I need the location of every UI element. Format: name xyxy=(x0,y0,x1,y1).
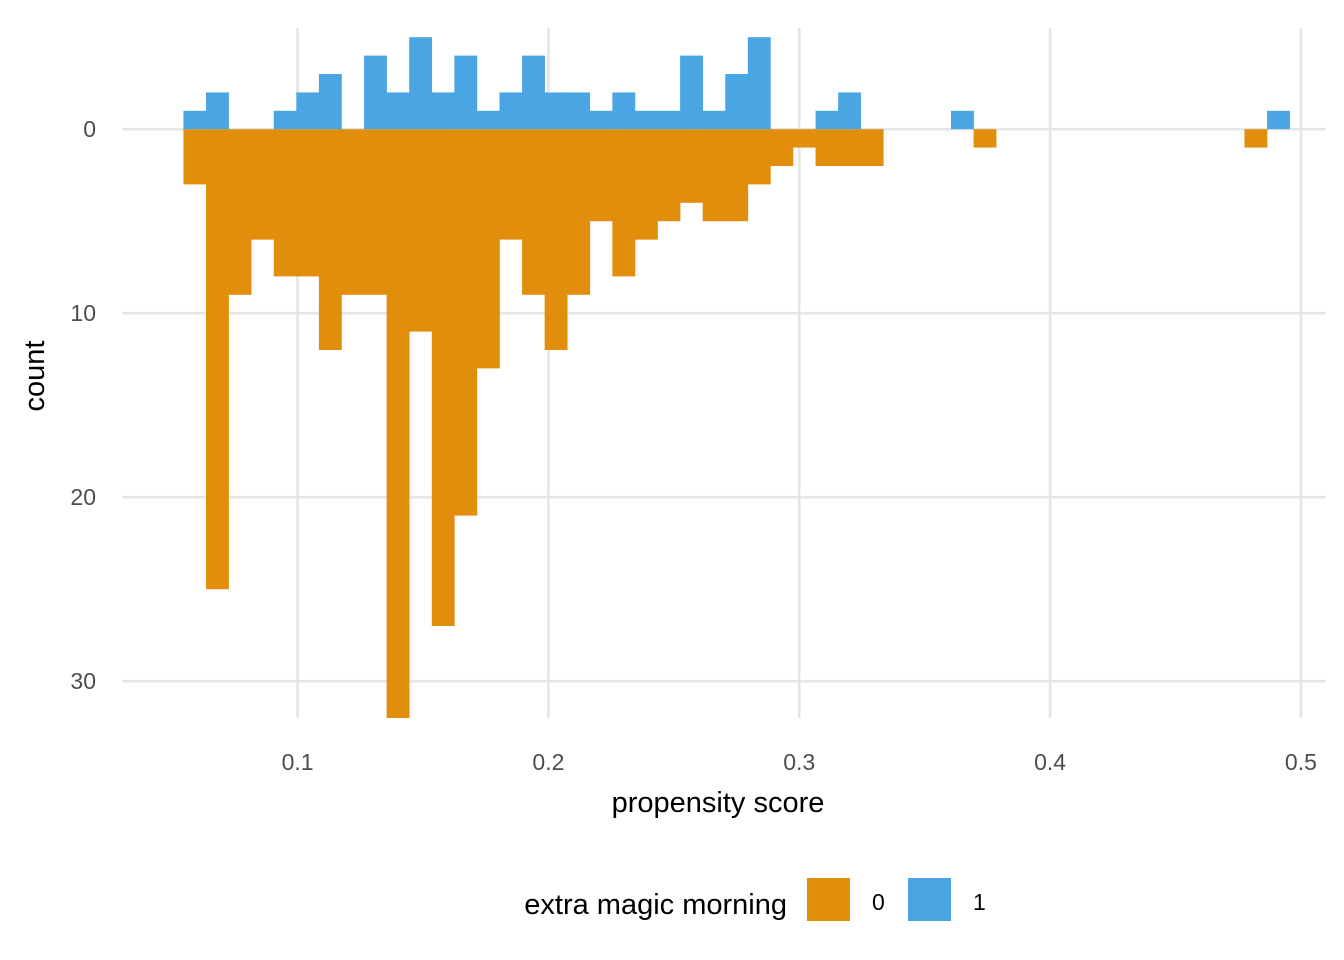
bar-series-0 xyxy=(341,129,365,295)
bar-series-1 xyxy=(206,92,229,130)
legend-title: extra magic morning xyxy=(524,889,787,921)
x-tick-label: 0.3 xyxy=(783,749,815,775)
bar-series-1 xyxy=(634,110,658,130)
bar-series-1 xyxy=(680,55,703,130)
bar-series-1 xyxy=(702,110,726,130)
x-tick-labels: 0.1 0.2 0.3 0.4 0.5 xyxy=(282,749,1317,775)
bar-series-0 xyxy=(973,129,997,148)
bar-series-0 xyxy=(657,129,681,222)
series-0-bars xyxy=(183,129,1268,718)
y-tick-label: 20 xyxy=(70,484,96,510)
bar-series-0 xyxy=(364,129,387,295)
y-tick-label: 30 xyxy=(70,668,96,694)
bar-series-1 xyxy=(522,55,545,130)
bar-series-0 xyxy=(612,129,636,277)
bar-series-1 xyxy=(815,110,839,130)
bar-series-0 xyxy=(499,129,523,240)
bar-series-1 xyxy=(183,110,207,130)
bar-series-1 xyxy=(454,55,478,130)
bar-series-0 xyxy=(386,129,410,718)
series-1-bars xyxy=(183,37,1290,130)
bar-series-0 xyxy=(747,129,771,185)
bar-series-1 xyxy=(612,92,636,130)
bar-series-1 xyxy=(657,110,681,130)
legend: extra magic morning 0 1 xyxy=(524,878,986,921)
y-tick-labels: 0 10 20 30 xyxy=(70,116,96,694)
bar-series-0 xyxy=(680,129,703,203)
bar-series-1 xyxy=(499,92,523,130)
legend-key-0 xyxy=(807,878,850,921)
bar-series-0 xyxy=(792,129,816,148)
x-tick-label: 0.4 xyxy=(1034,749,1066,775)
bar-series-0 xyxy=(228,129,252,295)
bar-series-1 xyxy=(544,92,568,130)
bar-series-0 xyxy=(454,129,478,516)
bar-series-1 xyxy=(364,55,387,130)
y-axis-title: count xyxy=(19,341,51,412)
bar-series-1 xyxy=(318,74,342,130)
legend-label-1: 1 xyxy=(973,889,986,915)
bar-series-0 xyxy=(815,129,839,166)
bar-series-0 xyxy=(522,129,545,295)
bar-series-0 xyxy=(183,129,207,185)
bar-series-0 xyxy=(206,129,229,590)
bar-series-0 xyxy=(838,129,862,166)
bar-series-1 xyxy=(409,37,433,130)
bar-series-1 xyxy=(838,92,862,130)
x-tick-label: 0.1 xyxy=(282,749,314,775)
bar-series-1 xyxy=(725,74,749,130)
y-tick-label: 0 xyxy=(83,116,96,142)
bar-series-1 xyxy=(476,110,500,130)
bar-series-0 xyxy=(476,129,500,369)
bar-series-1 xyxy=(567,92,591,130)
x-tick-label: 0.5 xyxy=(1285,749,1317,775)
bar-series-0 xyxy=(273,129,297,277)
legend-label-0: 0 xyxy=(872,889,885,915)
bar-series-1 xyxy=(951,110,974,130)
bar-series-0 xyxy=(251,129,275,240)
x-tick-label: 0.2 xyxy=(532,749,564,775)
y-tick-label: 10 xyxy=(70,300,96,326)
bar-series-0 xyxy=(1244,129,1268,148)
bar-series-1 xyxy=(431,92,455,130)
bar-series-0 xyxy=(318,129,342,350)
bar-series-0 xyxy=(567,129,591,295)
bar-series-0 xyxy=(296,129,320,277)
bar-series-1 xyxy=(1267,110,1290,130)
bar-series-0 xyxy=(770,129,794,166)
bar-series-0 xyxy=(409,129,433,332)
bar-series-1 xyxy=(296,92,320,130)
bar-series-0 xyxy=(431,129,455,626)
bar-series-1 xyxy=(386,92,410,130)
bar-series-0 xyxy=(589,129,613,222)
bar-series-0 xyxy=(544,129,568,350)
bar-series-0 xyxy=(634,129,658,240)
bar-series-1 xyxy=(589,110,613,130)
bar-series-0 xyxy=(702,129,726,222)
bar-series-0 xyxy=(860,129,884,166)
bar-series-1 xyxy=(747,37,771,130)
x-axis-title: propensity score xyxy=(612,787,825,819)
legend-key-1 xyxy=(908,878,951,921)
bar-series-0 xyxy=(725,129,749,222)
bar-series-1 xyxy=(273,110,297,130)
